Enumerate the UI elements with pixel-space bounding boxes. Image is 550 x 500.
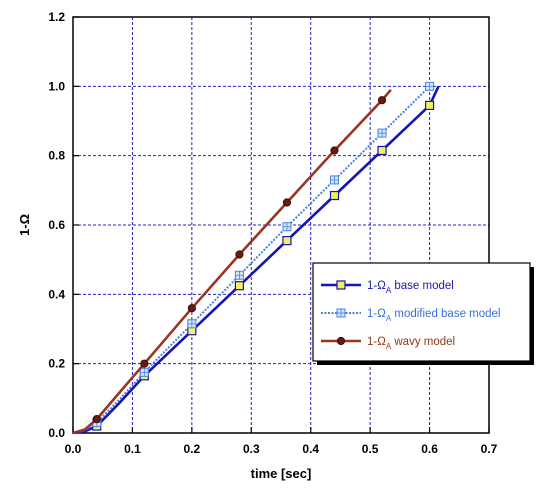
data-point [329,175,339,185]
data-point [377,96,387,105]
x-tick-label: 0.1 [124,442,141,456]
legend-label: 1-ΩA base model [367,280,454,295]
x-axis-ticks: 0.0 0.1 0.2 0.3 0.4 0.5 0.6 0.7 [65,427,498,456]
x-tick-label: 0.4 [302,442,319,456]
y-tick-label: 0.6 [48,218,65,232]
legend-entry: 1-ΩA wavy model [321,336,455,351]
x-tick-label: 0.3 [243,442,260,456]
x-axis-label: time [sec] [251,466,312,481]
data-point [234,281,244,291]
legend-label: 1-ΩA modified base model [367,308,500,323]
x-tick-label: 0.6 [421,442,438,456]
y-tick-label: 1.0 [48,79,65,93]
x-tick-label: 0.7 [481,442,498,456]
legend: 1-ΩA base model 1-ΩA modified base model 1… [312,262,534,365]
legend-entry: 1-ΩA base model [321,280,454,295]
data-point [377,145,387,156]
data-point [235,250,244,259]
data-point [336,308,346,318]
data-point [330,146,339,155]
legend-entry: 1-ΩA modified base model [321,308,500,323]
data-point [139,367,149,377]
y-tick-label: 0.0 [48,426,65,440]
x-tick-label: 0.0 [65,442,82,456]
y-axis-ticks: 0.0 0.2 0.4 0.6 0.8 1.0 1.2 [48,10,79,440]
data-point [282,236,292,246]
data-point [424,100,435,111]
series-1 [72,81,435,434]
data-point [234,270,244,280]
data-point [282,222,292,232]
data-point [425,81,435,91]
legend-label: 1-ΩA wavy model [367,336,455,351]
y-tick-label: 0.2 [48,357,65,371]
series-2 [72,88,392,435]
data-point [329,190,340,201]
x-tick-label: 0.5 [362,442,379,456]
data-point [377,128,387,138]
y-axis-label: 1-Ω [17,214,32,236]
series-layer [72,81,440,435]
grid-lines [73,17,489,433]
data-point [92,415,101,424]
series-line [72,88,392,435]
data-point [140,359,149,368]
data-point [187,304,196,313]
data-point [336,280,346,290]
y-tick-label: 0.4 [48,287,65,301]
data-point [187,319,197,329]
data-point [336,336,346,346]
data-point [282,198,292,207]
x-tick-label: 0.2 [184,442,201,456]
y-tick-label: 1.2 [48,10,65,24]
y-tick-label: 0.8 [48,149,65,163]
